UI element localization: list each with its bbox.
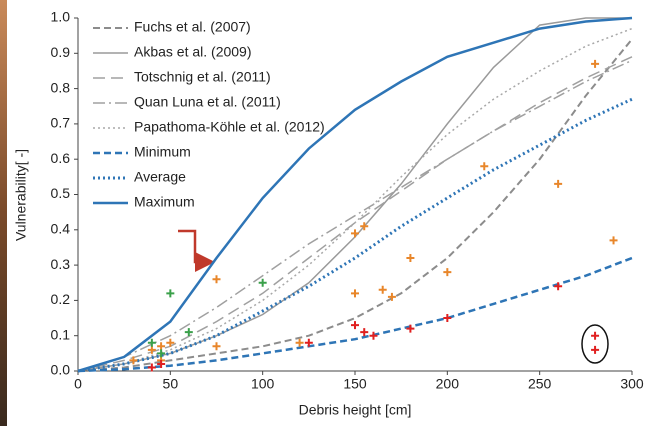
data-point bbox=[591, 59, 600, 68]
highlight-ellipse bbox=[581, 324, 609, 364]
x-axis-label: Debris height [cm] bbox=[299, 402, 412, 418]
data-point bbox=[351, 289, 359, 298]
data-point bbox=[351, 321, 359, 330]
data-point bbox=[147, 363, 156, 372]
data-point bbox=[258, 278, 267, 287]
data-point bbox=[554, 179, 563, 188]
data-point bbox=[360, 222, 369, 231]
y-axis-label: Vulnerability[ -] bbox=[13, 149, 29, 241]
y-tick-label: 0.2 bbox=[51, 291, 71, 307]
data-point bbox=[304, 338, 313, 347]
legend-label: Totschnig et al. (2011) bbox=[134, 69, 271, 85]
data-point bbox=[212, 342, 221, 351]
y-tick-label: 0.6 bbox=[51, 150, 71, 166]
legend-label: Minimum bbox=[134, 144, 191, 160]
x-tick-label: 100 bbox=[251, 376, 275, 392]
data-point bbox=[591, 331, 600, 340]
data-point bbox=[591, 345, 600, 354]
data-point bbox=[360, 328, 369, 337]
data-point bbox=[295, 338, 304, 347]
y-tick-label: 1.0 bbox=[51, 9, 71, 25]
data-point bbox=[147, 345, 156, 354]
series-line bbox=[77, 256, 633, 373]
data-point bbox=[443, 314, 452, 323]
legend-label: Papathoma-Köhle et al. (2012) bbox=[134, 119, 325, 135]
data-point bbox=[406, 254, 415, 263]
data-point bbox=[157, 342, 166, 351]
y-tick-label: 0.4 bbox=[51, 221, 71, 237]
legend-label: Akbas et al. (2009) bbox=[134, 44, 252, 60]
legend-label: Maximum bbox=[134, 194, 195, 210]
data-point bbox=[184, 328, 193, 337]
x-tick-label: 0 bbox=[74, 376, 82, 392]
data-point bbox=[480, 162, 489, 171]
data-point bbox=[554, 282, 563, 291]
data-point bbox=[147, 338, 156, 347]
data-point bbox=[166, 338, 175, 347]
data-point bbox=[609, 236, 618, 245]
data-point bbox=[129, 356, 138, 365]
series-line bbox=[77, 38, 633, 372]
x-tick-label: 300 bbox=[620, 376, 644, 392]
y-tick-label: 0.5 bbox=[51, 185, 71, 201]
legend-label: Fuchs et al. (2007) bbox=[134, 19, 251, 35]
data-point bbox=[351, 229, 359, 238]
legend-label: Quan Luna et al. (2011) bbox=[134, 94, 281, 110]
y-tick-label: 0.8 bbox=[51, 79, 71, 95]
data-point bbox=[166, 289, 175, 298]
photo-strip bbox=[0, 0, 7, 426]
data-point bbox=[378, 285, 387, 294]
y-tick-label: 0.7 bbox=[51, 115, 71, 131]
x-tick-label: 50 bbox=[163, 376, 179, 392]
series-line bbox=[77, 27, 633, 372]
legend-label: Average bbox=[134, 169, 186, 185]
data-point bbox=[387, 292, 396, 301]
data-point bbox=[212, 275, 221, 284]
data-point bbox=[369, 331, 378, 340]
y-tick-label: 0.9 bbox=[51, 44, 71, 60]
y-tick-label: 0.0 bbox=[51, 362, 71, 378]
y-tick-label: 0.3 bbox=[51, 256, 71, 272]
x-tick-label: 150 bbox=[343, 376, 367, 392]
arrow bbox=[178, 229, 215, 272]
series-line bbox=[77, 16, 633, 373]
y-tick-label: 0.1 bbox=[51, 326, 71, 342]
data-point bbox=[406, 324, 415, 333]
series-line bbox=[77, 59, 633, 372]
x-tick-label: 250 bbox=[528, 376, 552, 392]
data-point bbox=[157, 359, 166, 368]
data-point bbox=[443, 268, 452, 277]
x-tick-label: 200 bbox=[436, 376, 460, 392]
data-point bbox=[157, 349, 166, 358]
